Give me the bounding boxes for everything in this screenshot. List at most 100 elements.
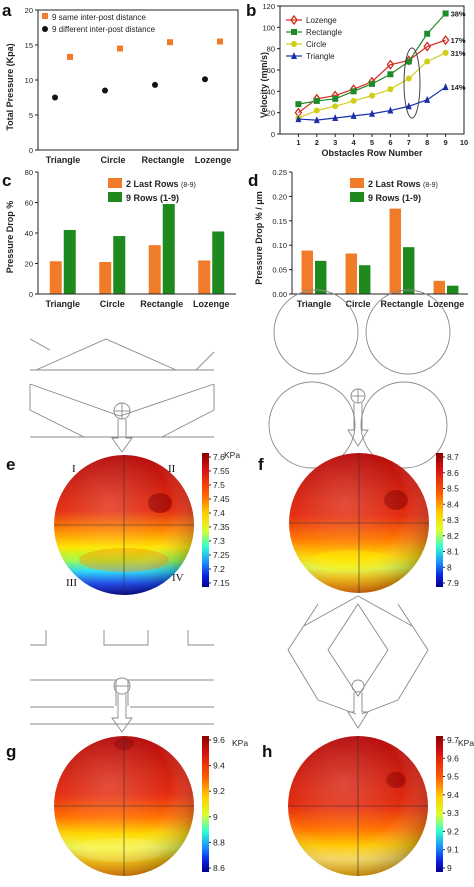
panel-c-ytick-label: 20 bbox=[25, 260, 33, 269]
panel-label-a: a bbox=[2, 1, 12, 20]
colorbar-e-tick-label: 7.3 bbox=[213, 536, 225, 546]
panel-c-category-label: Lozenge bbox=[193, 299, 230, 309]
triangle-edge-top-left bbox=[29, 338, 51, 351]
panel-b-xlabel: Obstacles Row Number bbox=[321, 148, 423, 158]
colorbar-f-tick-label: 8 bbox=[447, 562, 452, 572]
panel-b-point-triangle bbox=[332, 114, 339, 121]
panel-b-annotation: 14% bbox=[451, 83, 466, 92]
down-arrow-icon bbox=[347, 692, 369, 729]
panel-a-ylabel: Total Pressure (Kpa) bbox=[5, 43, 15, 130]
panel-a-marks bbox=[52, 38, 223, 101]
triangle-post-top bbox=[35, 338, 177, 371]
panel-c-ytick-label: 0 bbox=[29, 290, 33, 299]
panel-c-legend-swatch-0 bbox=[108, 178, 122, 188]
panel-f: f 8.7 8.6 8.5 8.4 8.3 8.2 8.1 8 7.9 bbox=[258, 452, 459, 593]
panel-b-annotation: 38% bbox=[451, 9, 466, 18]
colorbar-f-tick-label: 8.4 bbox=[447, 499, 459, 509]
panel-b-point-rectangle bbox=[387, 71, 394, 78]
panel-label-d: d bbox=[248, 171, 258, 190]
panel-c-yticks: 0 20 40 60 80 bbox=[25, 168, 38, 299]
panel-a-category-label: Rectangle bbox=[141, 155, 184, 165]
panel-c-ytick-label: 80 bbox=[25, 168, 33, 177]
panel-b-point-triangle bbox=[442, 83, 449, 91]
colorbar-f-tick-label: 8.1 bbox=[447, 547, 459, 557]
panel-b-xticks: 1 2 3 4 5 6 7 8 9 10 bbox=[296, 134, 468, 147]
quadrant-label-ii: II bbox=[168, 463, 176, 475]
panel-b-yticks: 0 20 40 60 80 100 120 bbox=[262, 2, 280, 139]
panel-a: a Total Pressure (Kpa) 0 5 10 15 20 Triangle… bbox=[2, 1, 239, 165]
panel-b-point-rectangle bbox=[313, 97, 320, 104]
circle-post bbox=[360, 381, 448, 469]
panel-d-bar bbox=[301, 250, 313, 294]
panel-b-ytick-label: 0 bbox=[271, 130, 275, 139]
panel-f-geometry-circles bbox=[268, 289, 451, 469]
panel-a-category-label: Lozenge bbox=[195, 155, 232, 165]
colorbar-g-ticks: 9.6 9.4 9.2 9 8.8 8.6 bbox=[209, 735, 225, 873]
panel-b-ytick-label: 120 bbox=[262, 2, 275, 11]
colorbar-h-tick-label: 9.3 bbox=[447, 808, 459, 818]
colorbar-e-tick-label: 7.6 bbox=[213, 452, 225, 462]
panel-d-ylabel: Pressure Drop % / μm bbox=[254, 191, 264, 285]
row-7-highlight-ellipse bbox=[403, 47, 421, 119]
panel-d-ytick-label: 0.00 bbox=[272, 290, 287, 299]
panel-c-bar bbox=[162, 204, 175, 294]
panel-b-point-triangle bbox=[369, 109, 375, 117]
panel-a-point-different-distance bbox=[152, 81, 158, 88]
colorbar-e-tick-label: 7.4 bbox=[213, 508, 225, 518]
colorbar-g-tick-label: 9.6 bbox=[213, 735, 225, 745]
panel-b-point-circle bbox=[424, 58, 431, 65]
panel-b-point-rectangle bbox=[350, 88, 357, 95]
colorbar-f-tick-label: 7.9 bbox=[447, 578, 459, 588]
lozenge-post bbox=[287, 603, 319, 701]
colorbar-f-tick-label: 8.2 bbox=[447, 531, 459, 541]
panel-a-point-different-distance bbox=[202, 76, 208, 83]
panel-c: c Pressure Drop % 0 20 40 60 80 Triangle Circ… bbox=[2, 168, 236, 309]
colorbar-f bbox=[436, 453, 443, 587]
panel-b-point-circle bbox=[332, 103, 339, 110]
panel-c-bar bbox=[198, 260, 211, 294]
panel-b-point-circle bbox=[387, 86, 394, 93]
lozenge-post bbox=[397, 603, 429, 701]
panel-c-bars bbox=[49, 204, 225, 294]
panel-b-line-lozenge bbox=[298, 39, 446, 114]
colorbar-h-unit: KPa bbox=[458, 738, 474, 748]
colorbar-e-tick-label: 7.45 bbox=[213, 494, 230, 504]
panel-a-ytick-label: 15 bbox=[25, 41, 33, 50]
panel-b-point-circle bbox=[350, 97, 357, 104]
colorbar-e bbox=[202, 453, 209, 587]
panel-c-legend-swatch-1 bbox=[108, 192, 122, 202]
panel-d-ytick-label: 0.10 bbox=[272, 241, 287, 250]
panel-label-b: b bbox=[246, 1, 256, 20]
rectangle-post bbox=[127, 679, 214, 706]
panel-b-xtick-label: 10 bbox=[460, 138, 468, 147]
panel-b-point-triangle bbox=[295, 115, 302, 123]
triangle-edge-top-right bbox=[195, 351, 215, 371]
rectangle-post bbox=[30, 679, 117, 706]
colorbar-e-tick-label: 7.15 bbox=[213, 578, 230, 588]
panel-label-e: e bbox=[6, 455, 15, 474]
panel-b-xtick-label: 4 bbox=[352, 138, 357, 147]
panel-e-geometry-triangles bbox=[29, 338, 215, 453]
panel-b-legend-marker bbox=[290, 14, 298, 26]
panel-b-point-rectangle bbox=[405, 58, 412, 65]
panel-a-point-same-distance bbox=[67, 53, 73, 60]
panel-b-ytick-label: 60 bbox=[267, 66, 275, 75]
panel-a-ytick-label: 5 bbox=[29, 111, 33, 120]
probe-point bbox=[351, 679, 365, 693]
panel-b-legend-marker bbox=[291, 52, 297, 59]
panel-d-bar bbox=[403, 247, 415, 294]
panel-a-point-same-distance bbox=[217, 38, 223, 45]
panel-b-legend-label: Circle bbox=[306, 40, 327, 49]
legend-circle-marker bbox=[42, 26, 48, 32]
lozenge-edge bbox=[303, 595, 413, 627]
colorbar-e-tick-label: 7.25 bbox=[213, 550, 230, 560]
panel-b-annotation: 31% bbox=[451, 49, 466, 58]
panel-b-point-lozenge bbox=[386, 59, 395, 70]
triangle-post-bottom-right bbox=[161, 384, 215, 438]
panel-b-point-circle bbox=[405, 75, 412, 82]
colorbar-f-tick-label: 8.6 bbox=[447, 468, 459, 478]
panel-c-legend-label-0: 2 Last Rows (8-9) bbox=[126, 179, 196, 189]
panel-c-bar bbox=[113, 236, 126, 294]
panel-d-legend-label-1: 9 Rows (1-9) bbox=[368, 193, 421, 203]
rectangle-post bbox=[103, 630, 149, 646]
